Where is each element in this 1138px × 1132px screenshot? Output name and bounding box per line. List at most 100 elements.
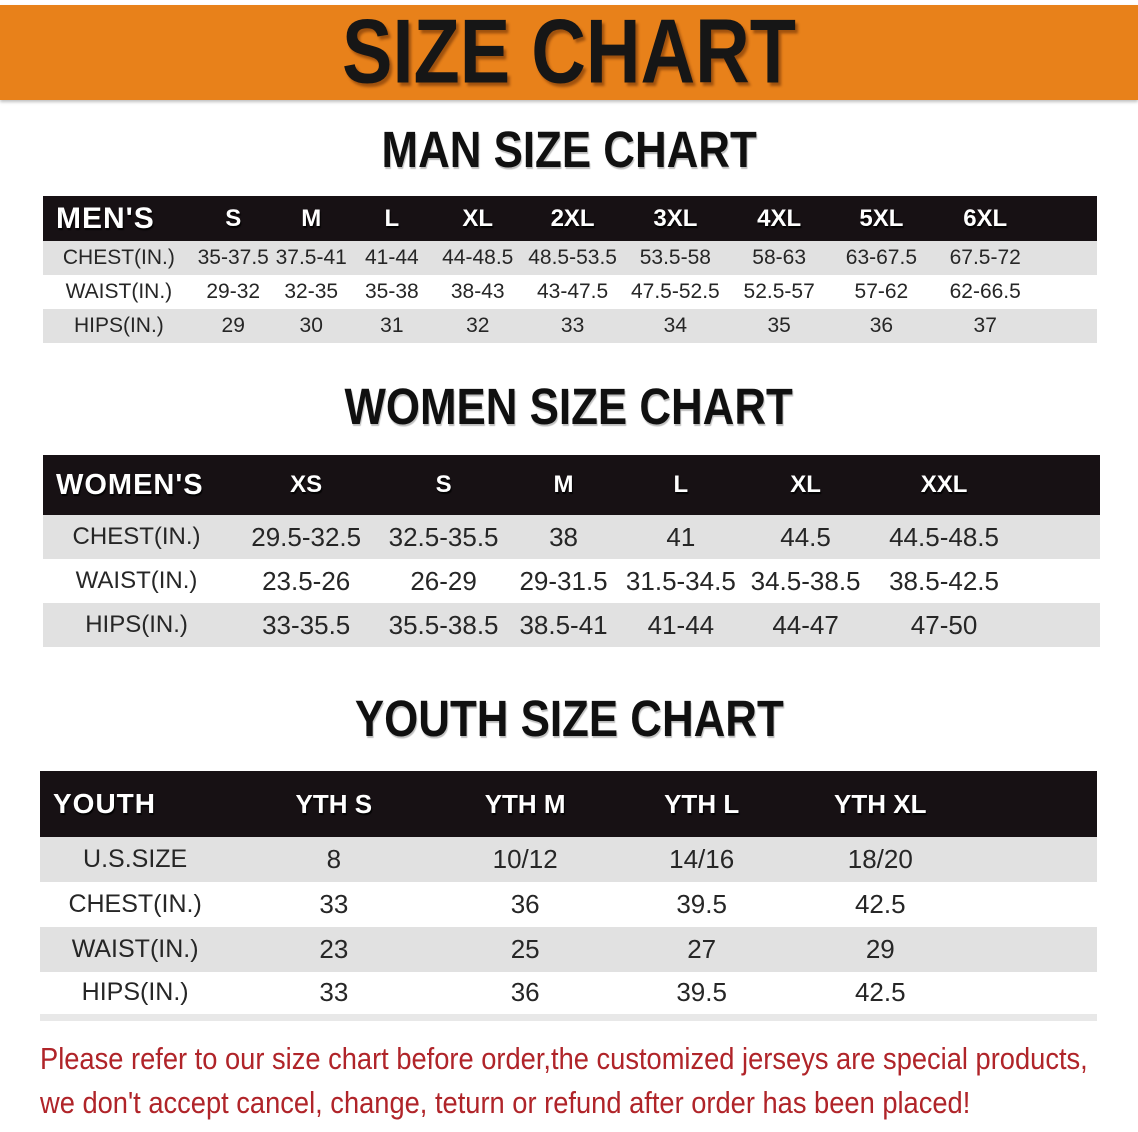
table-cell: 35-38: [364, 280, 419, 303]
row-label: U.S.SIZE: [83, 845, 188, 873]
disclaimer-line-1: Please refer to our size chart before or…: [40, 1040, 1088, 1076]
table-cell: 44-48.5: [442, 246, 514, 269]
table-cell: 35.5-38.5: [388, 609, 499, 640]
column-header: YTH S: [230, 771, 438, 837]
column-header: 5XL: [830, 196, 933, 241]
row-spacer: [1016, 515, 1100, 559]
table-cell: 18/20: [847, 844, 913, 874]
section-title-women: WOMEN SIZE CHART: [0, 379, 1138, 435]
table-row: WAIST(IN.) 29-32 32-35 35-38 38-43 43-47.5 47.…: [43, 275, 1097, 309]
table-cell: 42.5: [854, 977, 906, 1008]
row-spacer: [1016, 559, 1100, 603]
column-header: 6XL: [932, 196, 1038, 241]
table-cell: 31.5-34.5: [625, 565, 736, 596]
table-cell: 67.5-72: [949, 246, 1021, 269]
column-header: YTH XL: [790, 771, 971, 837]
table-cell: 26-29: [410, 565, 477, 596]
row-label: WAIST(IN.): [65, 280, 173, 303]
women-size-table: WOMEN'S XS S M L XL XXL CHEST(IN.) 29.5-32.5 32.5…: [43, 455, 1100, 647]
men-size-table: MEN'S S M L XL 2XL 3XL 4XL 5XL 6XL CHEST(IN.) 35-37…: [43, 196, 1097, 343]
table-cell: 47.5-52.5: [630, 280, 720, 303]
table-cell: 35: [767, 314, 791, 337]
table-cell: 48.5-53.5: [528, 246, 617, 269]
column-header: M: [271, 196, 351, 241]
row-label: HIPS(IN.): [81, 978, 189, 1007]
header-row: WOMEN'S XS S M L XL XXL: [43, 455, 1100, 515]
section-title-men: MAN SIZE CHART: [0, 122, 1138, 178]
section-youth: YOUTH SIZE CHART YOUTH YTH S YTH M YTH L YTH…: [0, 691, 1138, 1021]
row-label: CHEST(IN.): [72, 523, 201, 550]
table-cell: 10/12: [492, 844, 558, 874]
section-title-youth: YOUTH SIZE CHART: [0, 691, 1138, 747]
table-cell: 36: [510, 889, 540, 919]
table-cell: 53.5-58: [639, 246, 711, 269]
column-header: L: [622, 455, 740, 515]
youth-size-table: YOUTH YTH S YTH M YTH L YTH XL U.S.SIZE 8 10/12…: [40, 771, 1097, 1021]
table-cell: 57-62: [854, 280, 909, 303]
table-cell: 25: [510, 934, 540, 964]
table-row: WAIST(IN.) 23.5-26 26-29 29-31.5 31.5-34.5 34…: [43, 559, 1100, 603]
column-header: S: [194, 196, 272, 241]
table-cell: 23: [319, 934, 349, 964]
column-header: M: [504, 455, 623, 515]
table-row: WAIST(IN.) 23 25 27 29: [40, 927, 1097, 972]
table-cell: 34: [663, 314, 688, 337]
table-cell: 44-47: [772, 609, 839, 640]
row-label: CHEST(IN.): [62, 246, 175, 269]
column-header: XXL: [871, 455, 1017, 515]
table-corner-label: YOUTH: [40, 771, 231, 837]
table-cell: 27: [687, 934, 717, 964]
table-cell: 30: [299, 314, 323, 337]
row-spacer: [970, 837, 1097, 882]
disclaimer: Please refer to our size chart before or…: [40, 1037, 1088, 1125]
table-row: CHEST(IN.) 29.5-32.5 32.5-35.5 38 41 44.5 44.5…: [43, 515, 1100, 559]
table-corner-label: MEN'S: [43, 196, 195, 241]
row-spacer: [1038, 241, 1097, 275]
section-women: WOMEN SIZE CHART WOMEN'S XS S M L XL XXL CHEST(…: [0, 379, 1138, 647]
table-cell: 29: [221, 314, 245, 337]
table-cell: 36: [510, 977, 540, 1008]
column-header: L: [350, 196, 433, 241]
table-cell: 29.5-32.5: [251, 521, 362, 552]
table-cell: 38.5-41: [519, 609, 608, 640]
table-cell: 29-32: [206, 280, 261, 303]
table-row: CHEST(IN.) 35-37.5 37.5-41 41-44 44-48.5 48.5…: [43, 241, 1097, 275]
column-header: 3XL: [622, 196, 729, 241]
row-spacer: [970, 972, 1097, 1017]
table-cell: 52.5-57: [743, 280, 815, 303]
column-header: 4XL: [728, 196, 831, 241]
table-cell: 47-50: [910, 609, 978, 640]
table-cell: 32.5-35.5: [388, 521, 499, 552]
row-label: WAIST(IN.): [71, 935, 199, 963]
header-spacer: [1037, 196, 1097, 241]
section-title-men-text: MAN SIZE CHART: [381, 121, 757, 178]
table-cell: 34.5-38.5: [750, 565, 861, 596]
table-cell: 44.5-48.5: [889, 521, 999, 552]
banner: SIZE CHART: [0, 1, 1138, 103]
table-row: HIPS(IN.) 33 36 39.5 42.5: [40, 972, 1097, 1017]
header-row: MEN'S S M L XL 2XL 3XL 4XL 5XL 6XL: [43, 196, 1097, 241]
table-cell: 41-44: [364, 246, 419, 269]
row-label: WAIST(IN.): [75, 567, 198, 594]
table-row: HIPS(IN.) 33-35.5 35.5-38.5 38.5-41 41-44 44-…: [43, 603, 1100, 647]
table-cell: 42.5: [854, 889, 906, 919]
table-cell: 58-63: [752, 246, 807, 269]
table-cell: 37.5-41: [275, 246, 347, 269]
disclaimer-line-2: we don't accept cancel, change, teturn o…: [40, 1084, 971, 1120]
table-cell: 43-47.5: [536, 280, 609, 303]
row-spacer: [970, 927, 1097, 972]
header-spacer: [1016, 455, 1100, 515]
table-cell: 63-67.5: [845, 246, 918, 269]
table-cell: 29-31.5: [519, 565, 608, 596]
column-header: XS: [230, 455, 383, 515]
section-men: MAN SIZE CHART MEN'S S M L XL 2XL 3XL 4XL 5XL 6XL…: [0, 122, 1138, 343]
header-spacer: [970, 771, 1097, 837]
table-cell: 8: [326, 844, 342, 874]
table-cell: 37: [973, 314, 997, 337]
table-cell: 33: [319, 889, 349, 919]
column-header: 2XL: [522, 196, 623, 241]
page-title: SIZE CHART: [341, 1, 797, 103]
table-cell: 39.5: [676, 977, 727, 1008]
table-cell: 14/16: [669, 844, 735, 874]
column-header: XL: [739, 455, 872, 515]
